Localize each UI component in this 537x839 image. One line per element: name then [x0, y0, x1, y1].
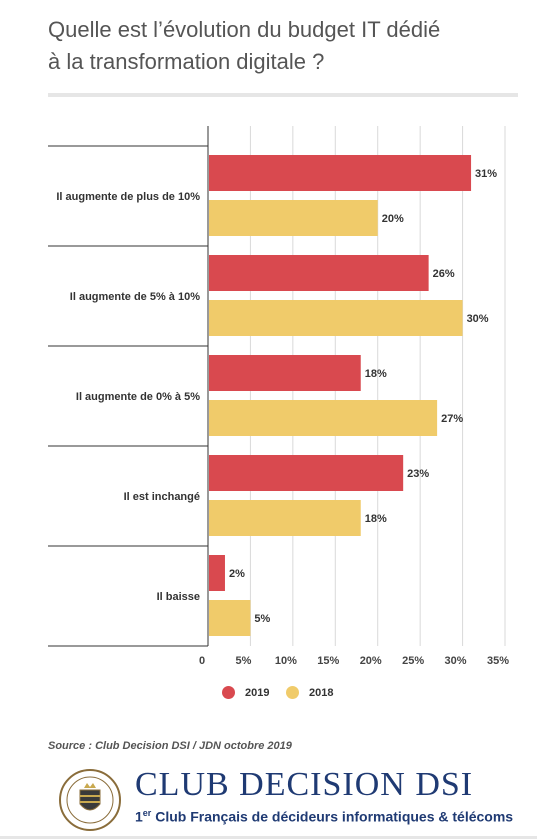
- bar-2018: [209, 200, 378, 236]
- legend-item-2019: 2019: [222, 686, 269, 699]
- legend-label-2019: 2019: [245, 686, 270, 699]
- brand-logo: CLUB DECISION DSI 1er Club Français de d…: [58, 764, 518, 836]
- bar-2019: [209, 155, 472, 191]
- category-label: Il augmente de 5% à 10%: [70, 291, 200, 303]
- bar-2018: [209, 400, 438, 436]
- bar-2019: [209, 255, 429, 291]
- chart-title-line-2: à la transformation digitale ?: [48, 49, 325, 74]
- category-label: Il augmente de 0% à 5%: [76, 391, 200, 403]
- category-label: Il baisse: [157, 591, 200, 603]
- x-tick-label: 0: [199, 655, 205, 667]
- data-label: 20%: [382, 213, 404, 225]
- bar-2018: [209, 300, 463, 336]
- legend-swatch-2019: [222, 686, 235, 699]
- data-label: 27%: [441, 413, 463, 425]
- x-tick-label: 25%: [402, 655, 424, 667]
- category-label: Il est inchangé: [124, 491, 200, 503]
- data-label: 18%: [365, 368, 387, 380]
- data-label: 18%: [365, 513, 387, 525]
- data-label: 31%: [475, 168, 497, 180]
- legend-swatch-2018: [286, 686, 299, 699]
- chart-title-line-1: Quelle est l’évolution du budget IT dédi…: [48, 17, 441, 42]
- bar-2019: [209, 355, 361, 391]
- brand-tagline: 1er Club Français de décideurs informati…: [135, 808, 513, 825]
- footer-divider: [0, 836, 537, 839]
- legend-item-2018: 2018: [286, 686, 333, 699]
- x-tick-label: 20%: [360, 655, 382, 667]
- category-label: Il augmente de plus de 10%: [56, 191, 200, 203]
- x-tick-label: 30%: [445, 655, 467, 667]
- brand-tagline-sup: er: [142, 808, 152, 818]
- x-tick-label: 15%: [317, 655, 339, 667]
- data-label: 2%: [229, 568, 245, 580]
- brand-tagline-rest: Club Français de décideurs informatiques…: [151, 808, 514, 825]
- data-label: 23%: [407, 468, 429, 480]
- data-label: 26%: [433, 268, 455, 280]
- bar-2018: [209, 600, 251, 636]
- bar-2019: [209, 455, 404, 491]
- data-label: 30%: [467, 313, 489, 325]
- club-seal-icon: [59, 769, 121, 831]
- brand-name: CLUB DECISION DSI: [135, 766, 474, 803]
- title-divider: [48, 93, 518, 97]
- source-note: Source : Club Decision DSI / JDN octobre…: [48, 740, 292, 752]
- x-tick-label: 5%: [235, 655, 251, 667]
- legend-label-2018: 2018: [309, 686, 334, 699]
- legend: 2019 2018: [0, 686, 537, 710]
- x-tick-label: 35%: [487, 655, 509, 667]
- bar-2019: [209, 555, 225, 591]
- brand-tagline-prefix: 1: [135, 808, 143, 825]
- data-label: 5%: [254, 613, 270, 625]
- bar-chart: Il augmente de plus de 10% 31% 20% Il augme…: [48, 126, 509, 667]
- chart-title: Quelle est l’évolution du budget IT dédi…: [48, 14, 518, 78]
- bar-2018: [209, 500, 361, 536]
- x-tick-label: 10%: [275, 655, 297, 667]
